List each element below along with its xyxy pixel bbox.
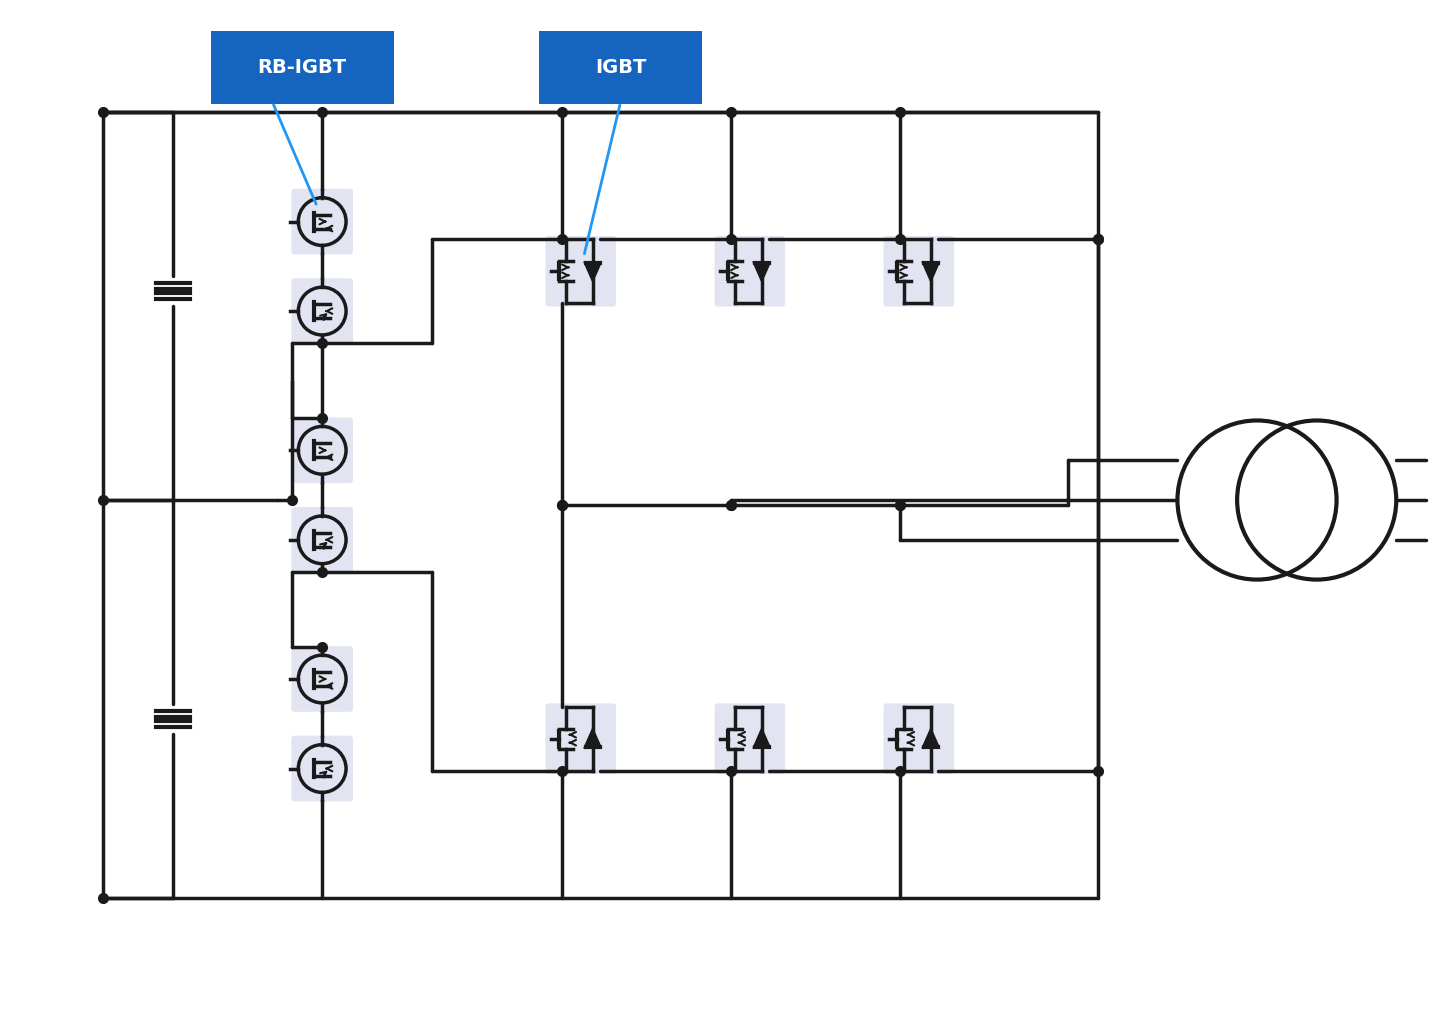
Polygon shape bbox=[585, 264, 600, 279]
Polygon shape bbox=[924, 264, 938, 279]
FancyBboxPatch shape bbox=[291, 735, 353, 801]
FancyBboxPatch shape bbox=[540, 30, 702, 104]
Text: IGBT: IGBT bbox=[596, 58, 646, 77]
Circle shape bbox=[1178, 420, 1336, 580]
Polygon shape bbox=[755, 731, 769, 746]
FancyBboxPatch shape bbox=[291, 507, 353, 573]
FancyBboxPatch shape bbox=[291, 646, 353, 712]
Polygon shape bbox=[585, 731, 600, 746]
FancyBboxPatch shape bbox=[884, 236, 954, 307]
Polygon shape bbox=[755, 264, 769, 279]
FancyBboxPatch shape bbox=[545, 703, 616, 774]
Circle shape bbox=[1237, 420, 1396, 580]
FancyBboxPatch shape bbox=[291, 417, 353, 483]
FancyBboxPatch shape bbox=[715, 703, 785, 774]
FancyBboxPatch shape bbox=[715, 236, 785, 307]
FancyBboxPatch shape bbox=[291, 278, 353, 343]
FancyBboxPatch shape bbox=[545, 236, 616, 307]
FancyBboxPatch shape bbox=[884, 703, 954, 774]
FancyBboxPatch shape bbox=[211, 30, 393, 104]
Text: RB-IGBT: RB-IGBT bbox=[258, 58, 347, 77]
FancyBboxPatch shape bbox=[291, 189, 353, 255]
Polygon shape bbox=[924, 731, 938, 746]
